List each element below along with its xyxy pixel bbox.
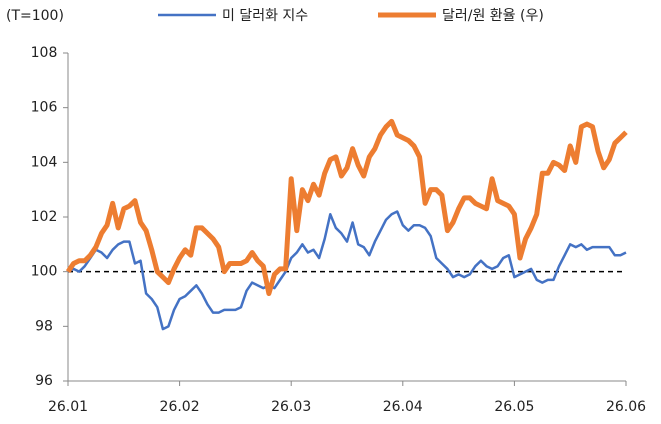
x-tick-label: 26.04 — [383, 399, 423, 415]
y-tick-label: 102 — [31, 209, 58, 225]
y-tick-label: 108 — [31, 45, 58, 61]
series-line — [67, 210, 627, 331]
y-tick-label: 104 — [31, 154, 58, 170]
y-tick-label: 98 — [35, 318, 53, 334]
y-tick-label: 106 — [31, 100, 58, 116]
x-tick-label: 26.01 — [48, 399, 88, 415]
y-axis-label: (T=100) — [6, 8, 64, 24]
x-tick-label: 26.05 — [494, 399, 534, 415]
y-tick-label: 100 — [31, 264, 58, 280]
series-line — [65, 118, 628, 297]
y-tick-label: 96 — [35, 373, 53, 389]
x-tick-label: 26.03 — [271, 399, 311, 415]
legend-label: 달러/원 환율 (우) — [442, 8, 544, 24]
x-tick-label: 26.06 — [606, 399, 646, 415]
x-tick-label: 26.02 — [160, 399, 200, 415]
legend-label: 미 달러화 지수 — [222, 8, 308, 24]
